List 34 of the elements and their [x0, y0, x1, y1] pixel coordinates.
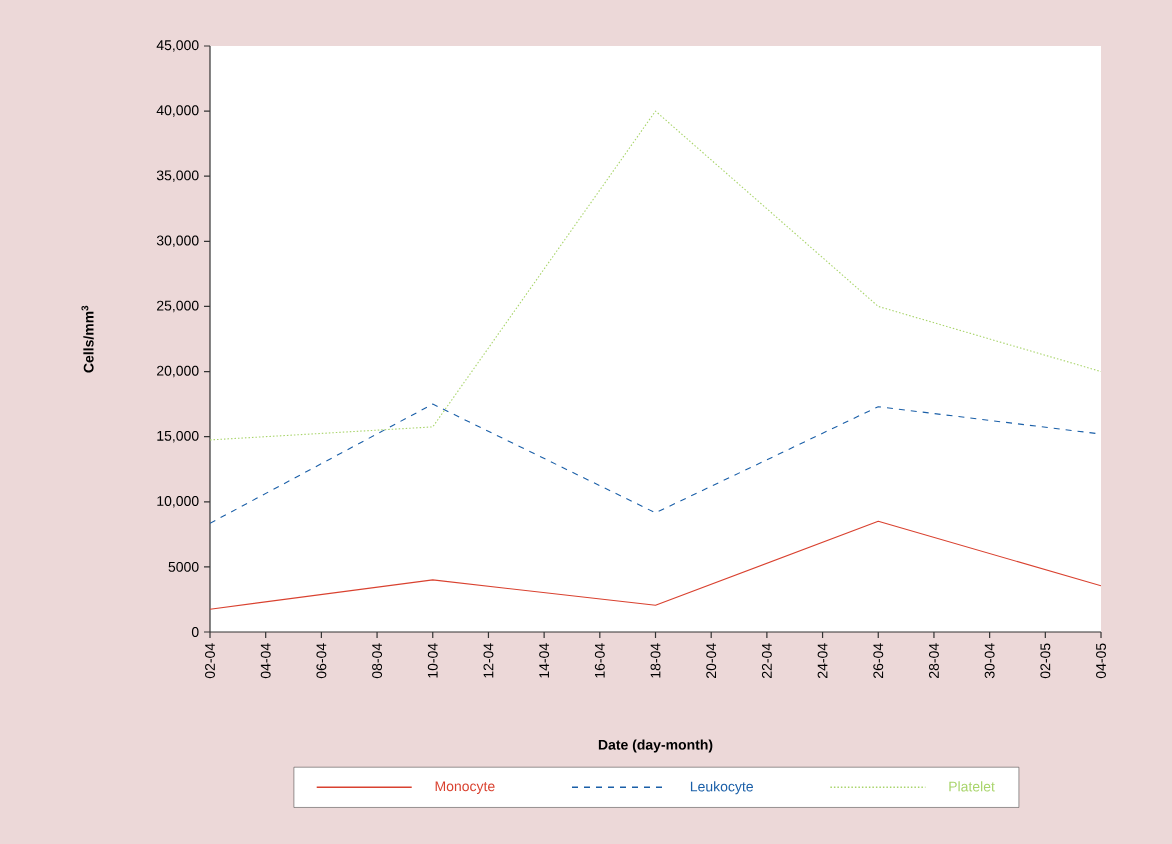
y-tick-label: 25,000: [157, 300, 199, 313]
line-series: [210, 520, 1102, 610]
x-tick-label: 02-04: [205, 643, 215, 679]
x-tick-label: 04-05: [1096, 643, 1106, 679]
x-tick-label: 18-04: [650, 643, 661, 678]
x-tick-label: 16-04: [594, 643, 605, 678]
y-tick-label: 20,000: [157, 365, 199, 378]
y-tick-label: 45,000: [156, 40, 199, 52]
x-tick-label: 02-05: [1040, 643, 1051, 679]
x-tick-label: 06-04: [316, 643, 327, 679]
y-tick-label: 30,000: [156, 235, 199, 248]
x-tick-label: 12-04: [483, 643, 494, 678]
y-tick-label: 5000: [168, 561, 199, 572]
x-tick-label: 26-04: [873, 643, 884, 678]
y-axis-title: Cells/mm$^{3}$: [81, 305, 94, 373]
y-tick-label: 35,000: [156, 170, 199, 183]
y-tick-label: 0: [191, 627, 199, 637]
text: Leukocyte: [690, 781, 753, 795]
x-tick-label: 10-04: [427, 643, 438, 678]
line-series: [210, 110, 1102, 441]
y-tick-label: 15,000: [157, 430, 199, 443]
x-axis-title: Date (day-month): [598, 739, 713, 753]
y-tick-label: 40,000: [156, 105, 199, 117]
x-tick-label: 24-04: [817, 643, 828, 678]
x-tick-label: 14-04: [539, 643, 550, 678]
text: Monocyte: [435, 781, 495, 794]
text: Platelet: [949, 781, 995, 792]
x-tick-label: 08-04: [372, 643, 383, 679]
x-tick-label: 30-04: [984, 643, 995, 679]
x-tick-label: 04-04: [260, 643, 271, 679]
y-tick-label: 10,000: [157, 495, 199, 508]
x-tick-label: 20-04: [706, 643, 717, 678]
x-tick-label: 28-04: [928, 643, 939, 678]
x-tick-label: 22-04: [761, 643, 772, 678]
